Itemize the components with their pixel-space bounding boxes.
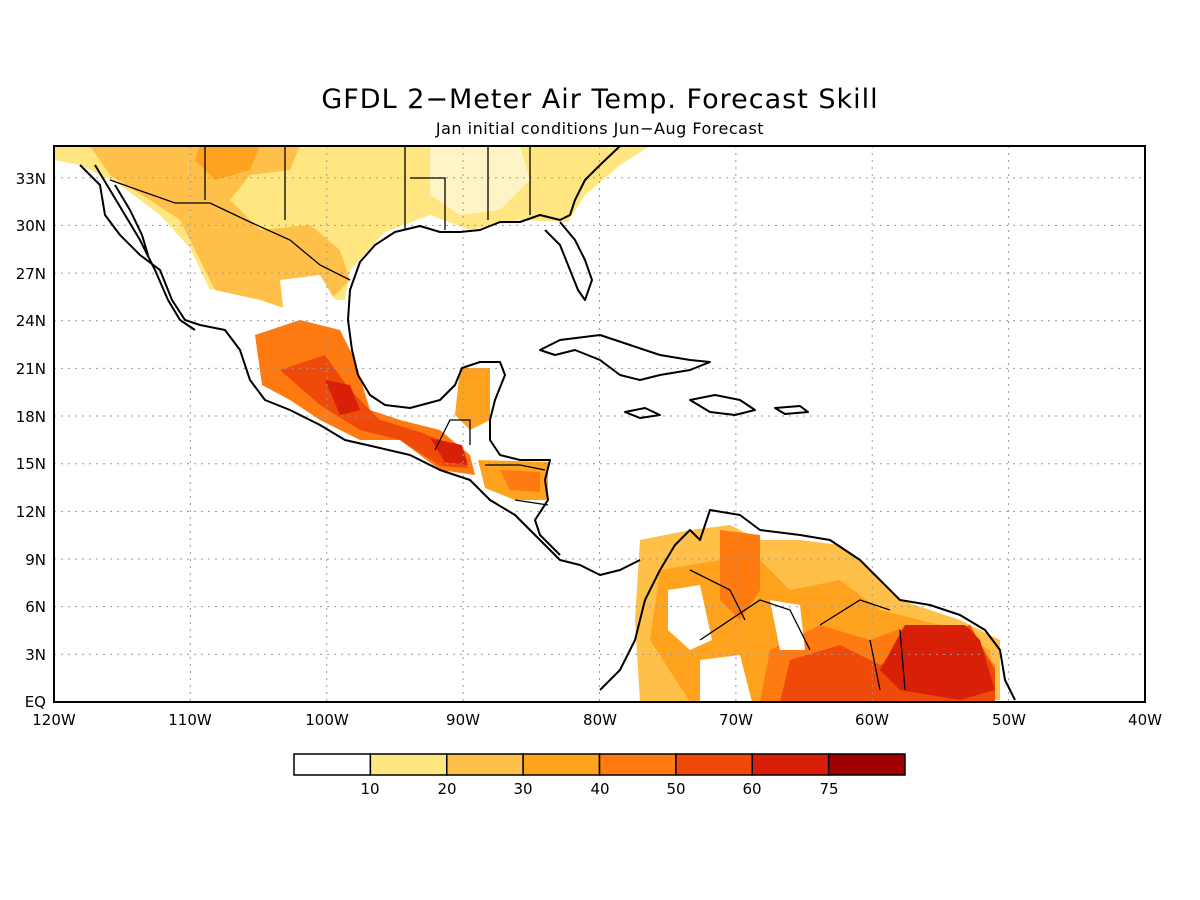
x-tick-70w: 70W <box>719 711 753 729</box>
coastline-jamaica <box>624 407 661 419</box>
legend-label-75: 75 <box>819 780 838 798</box>
y-axis-ticks: EQ 3N 6N 9N 12N 15N 18N 21N 24N 27N 30N … <box>16 170 46 711</box>
coastlines <box>79 146 1016 701</box>
y-tick-30n: 30N <box>16 217 46 235</box>
border-us-mexico <box>109 179 351 281</box>
y-tick-33n: 33N <box>16 170 46 188</box>
x-tick-50w: 50W <box>992 711 1026 729</box>
map-subtitle: Jan initial conditions Jun−Aug Forecast <box>435 119 765 138</box>
y-tick-12n: 12N <box>16 503 46 521</box>
legend-swatch <box>598 753 677 776</box>
x-axis-ticks: 120W 110W 100W 90W 80W 70W 60W 50W 40W <box>32 711 1162 729</box>
skill-region-guiana-peak <box>880 625 995 700</box>
x-tick-40w: 40W <box>1128 711 1162 729</box>
legend-swatch <box>675 753 753 776</box>
skill-region-carolinas <box>430 146 530 215</box>
y-tick-18n: 18N <box>16 408 46 426</box>
legend-label-20: 20 <box>437 780 456 798</box>
x-tick-100w: 100W <box>305 711 349 729</box>
x-tick-60w: 60W <box>855 711 889 729</box>
coastline-baja <box>94 164 196 331</box>
legend-label-30: 30 <box>513 780 532 798</box>
legend-swatch <box>827 753 906 776</box>
skill-region-yucatan <box>455 368 490 430</box>
legend-labels: 10 20 30 40 50 60 75 <box>360 780 838 798</box>
y-tick-eq: EQ <box>25 693 46 711</box>
legend-label-40: 40 <box>590 780 609 798</box>
skill-region-colombia-low <box>668 585 712 650</box>
border-central-america <box>434 419 549 506</box>
legend-label-50: 50 <box>666 780 685 798</box>
map-title: GFDL 2−Meter Air Temp. Forecast Skill <box>321 84 879 115</box>
x-tick-90w: 90W <box>446 711 480 729</box>
x-tick-120w: 120W <box>32 711 76 729</box>
y-tick-27n: 27N <box>16 265 46 283</box>
x-tick-110w: 110W <box>168 711 212 729</box>
border-south-america <box>689 569 906 691</box>
coastline-gulf <box>347 146 621 556</box>
skill-region-texas-low <box>280 275 335 330</box>
skill-region-amazon-low <box>700 655 752 702</box>
x-tick-80w: 80W <box>583 711 617 729</box>
legend-swatch <box>293 753 372 776</box>
color-legend <box>293 753 906 776</box>
legend-swatch <box>369 753 448 776</box>
y-tick-9n: 9N <box>25 551 46 569</box>
coastline-hispaniola <box>689 394 756 416</box>
coastline-south-america <box>599 509 1016 701</box>
legend-label-60: 60 <box>742 780 761 798</box>
skill-region-north-america-mid <box>90 146 350 310</box>
y-tick-24n: 24N <box>16 312 46 330</box>
coastline-cuba <box>539 334 711 381</box>
y-tick-21n: 21N <box>16 360 46 378</box>
coastline-florida <box>544 221 593 301</box>
skill-region-mexico-peak <box>325 380 468 465</box>
plot-frame <box>53 145 1146 703</box>
skill-region-venezuela-low <box>770 600 805 650</box>
y-tick-15n: 15N <box>16 455 46 473</box>
skill-region-north-america-core <box>195 146 260 180</box>
skill-region-nicaragua <box>500 470 540 492</box>
legend-swatch <box>751 753 830 776</box>
skill-field <box>54 146 1000 702</box>
y-tick-3n: 3N <box>25 646 46 664</box>
legend-swatch <box>522 753 601 776</box>
grid-lines <box>54 146 1145 702</box>
country-borders <box>109 146 906 691</box>
coastline-puerto-rico <box>774 405 809 415</box>
legend-label-10: 10 <box>360 780 379 798</box>
border-us-states <box>204 146 531 230</box>
legend-swatch <box>446 753 524 776</box>
y-tick-6n: 6N <box>25 598 46 616</box>
